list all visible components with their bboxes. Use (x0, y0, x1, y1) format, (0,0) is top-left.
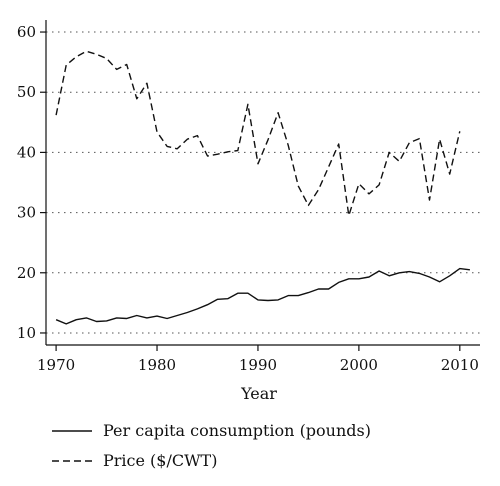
legend-label-consumption: Per capita consumption (pounds) (103, 421, 371, 440)
series-line-consumption (55, 267, 470, 325)
y-tick-label-30: 30 (17, 204, 36, 222)
y-tick-label-10: 10 (17, 324, 36, 342)
x-axis-title: Year (240, 384, 277, 403)
y-tick-label-50: 50 (17, 83, 36, 101)
x-tick-label-1990: 1990 (239, 356, 277, 374)
legend-item-consumption: Per capita consumption (pounds) (52, 421, 371, 440)
gridlines (46, 31, 480, 334)
x-tick-label-2000: 2000 (340, 356, 378, 374)
x-axis: 1970 1980 1990 2000 2010 (37, 344, 480, 374)
legend-label-price: Price ($/CWT) (103, 451, 217, 470)
series-lines (55, 50, 470, 325)
y-tick-label-20: 20 (17, 264, 36, 282)
legend: Per capita consumption (pounds) Price ($… (52, 421, 371, 470)
y-tick-label-60: 60 (17, 23, 36, 41)
x-tick-label-2010: 2010 (441, 356, 479, 374)
x-tick-label-1970: 1970 (37, 356, 75, 374)
y-axis: 10 20 30 40 50 60 (17, 20, 47, 345)
series-line-price (55, 50, 461, 217)
x-tick-label-1980: 1980 (138, 356, 176, 374)
y-tick-label-40: 40 (17, 143, 36, 161)
legend-item-price: Price ($/CWT) (52, 451, 217, 470)
